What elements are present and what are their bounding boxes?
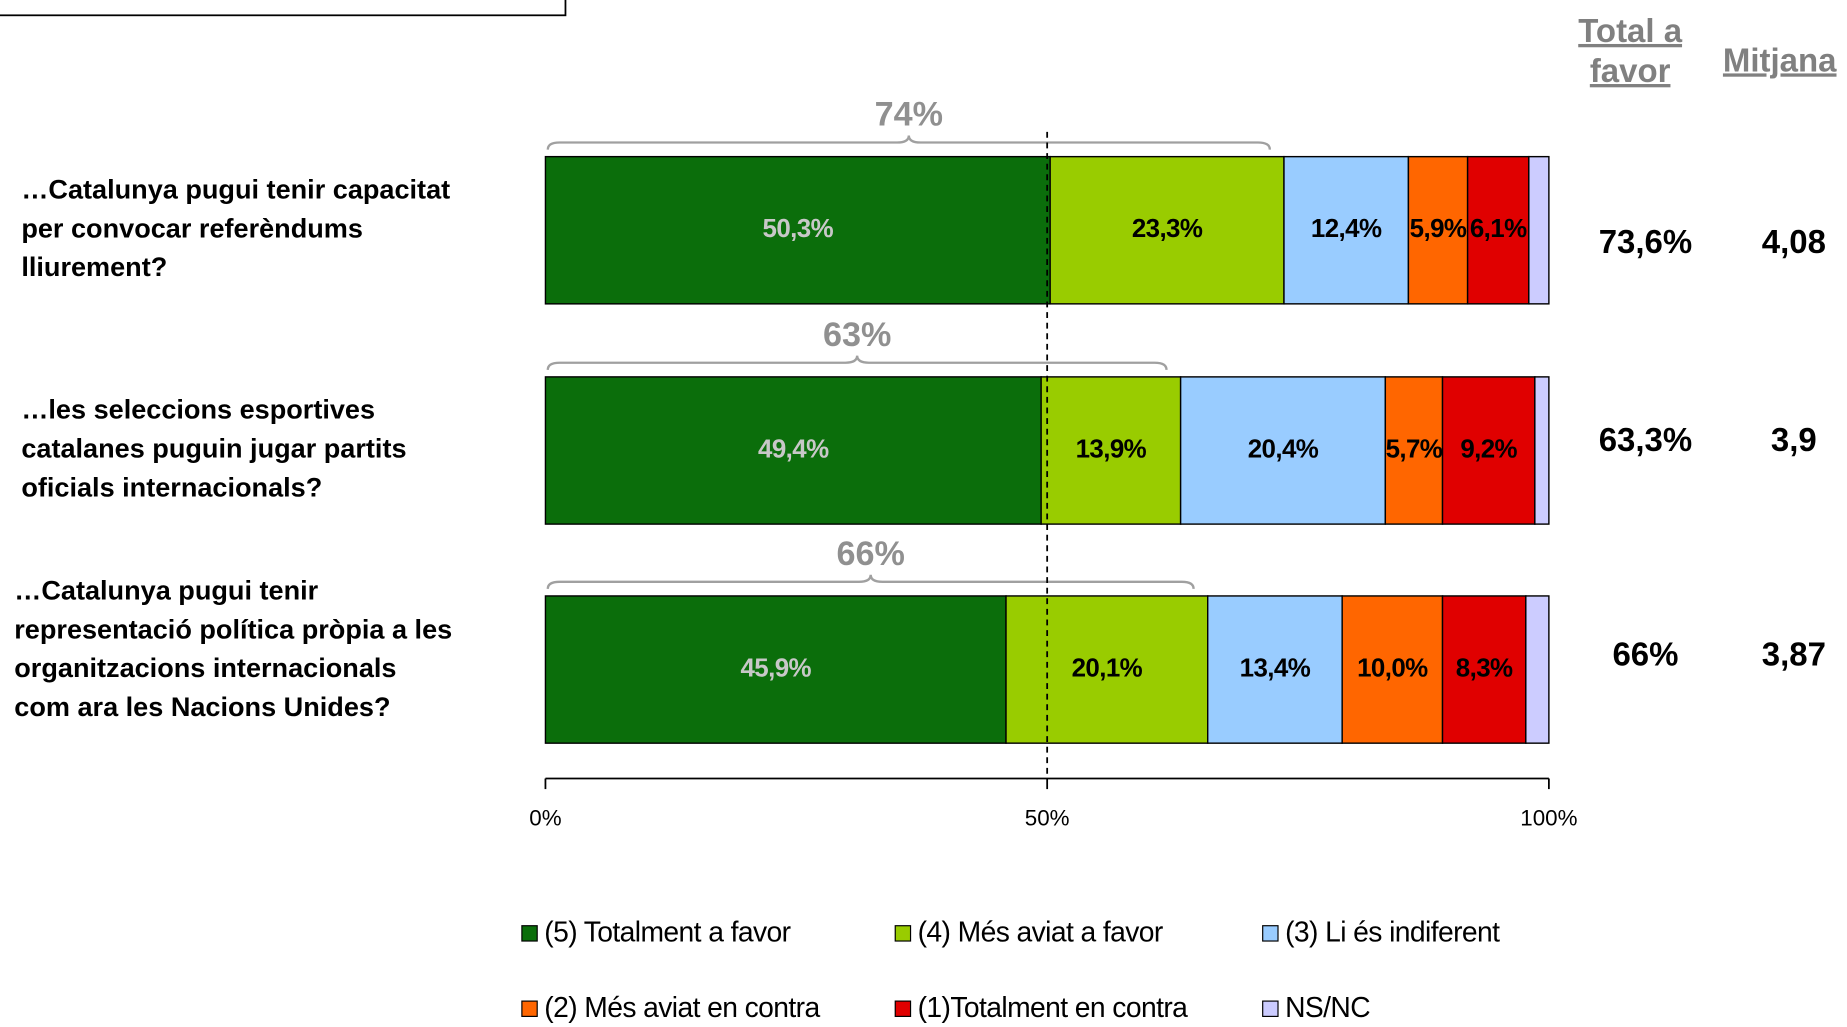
column-header: Total a favor bbox=[1578, 12, 1682, 89]
legend-swatch bbox=[1262, 925, 1279, 942]
bar-value-label: 13,4% bbox=[1240, 654, 1311, 682]
bracket bbox=[546, 355, 1168, 370]
column-value: 4,08 bbox=[1762, 223, 1826, 260]
legend-swatch bbox=[894, 1000, 912, 1017]
legend-label: (2) Més aviat en contra bbox=[544, 991, 820, 1023]
legend-label: (1)Totalment en contra bbox=[918, 991, 1189, 1023]
bracket-label: 66% bbox=[837, 535, 905, 573]
bar-value-label: 5,9% bbox=[1410, 215, 1467, 243]
legend-label: (3) Li és indiferent bbox=[1285, 915, 1500, 947]
bar-value-label: 5,7% bbox=[1386, 435, 1443, 463]
bar-segment bbox=[1040, 376, 1182, 525]
x-tick-label: 50% bbox=[1025, 806, 1070, 831]
bar-value-label: 9,2% bbox=[1460, 435, 1517, 463]
bar-segment bbox=[1207, 595, 1343, 744]
legend-swatch bbox=[1262, 1000, 1279, 1017]
bar-value-label: 13,9% bbox=[1076, 435, 1147, 463]
legend-label: (5) Totalment a favor bbox=[544, 915, 790, 947]
bar-segment bbox=[1179, 376, 1387, 525]
bar-value-label: 6,1% bbox=[1470, 215, 1527, 243]
legend-swatch bbox=[894, 925, 912, 942]
bar-segment bbox=[1534, 376, 1550, 525]
bar-segment bbox=[1525, 595, 1550, 744]
category-label: …Catalunya pugui tenir capacitat per conv… bbox=[21, 174, 450, 283]
legend-label: (4) Més aviat a favor bbox=[918, 915, 1163, 947]
bar-value-label: 20,4% bbox=[1248, 435, 1319, 463]
bar-segment bbox=[1528, 155, 1550, 305]
bar-segment bbox=[1341, 595, 1444, 744]
bar-segment bbox=[1049, 155, 1285, 305]
column-header: Mitjana bbox=[1723, 41, 1837, 78]
bar-segment bbox=[1384, 376, 1444, 525]
bar-segment bbox=[1466, 155, 1530, 305]
bar-value-label: 10,0% bbox=[1357, 654, 1428, 682]
bar-value-label: 23,3% bbox=[1132, 215, 1203, 243]
bracket bbox=[546, 135, 1272, 150]
bar-segment bbox=[544, 155, 1051, 305]
bracket bbox=[546, 574, 1195, 589]
column-value: 66% bbox=[1612, 635, 1678, 672]
column-value: 3,9 bbox=[1771, 421, 1817, 458]
bar-value-label: 49,4% bbox=[758, 435, 829, 463]
bracket-label: 74% bbox=[875, 96, 943, 134]
bar-segment bbox=[1441, 376, 1536, 525]
legend-label: NS/NC bbox=[1285, 991, 1370, 1023]
bar-segment bbox=[1283, 155, 1410, 305]
bar-value-label: 20,1% bbox=[1072, 654, 1143, 682]
bar-segment bbox=[544, 376, 1042, 525]
bar-value-label: 8,3% bbox=[1456, 654, 1513, 682]
legend-swatch bbox=[521, 1000, 538, 1017]
column-value: 63,3% bbox=[1599, 421, 1692, 458]
column-value: 73,6% bbox=[1599, 223, 1692, 260]
bar-value-label: 45,9% bbox=[740, 654, 811, 682]
column-value: 3,87 bbox=[1762, 635, 1826, 672]
bar-value-label: 12,4% bbox=[1311, 215, 1382, 243]
x-tick-label: 0% bbox=[529, 806, 561, 831]
x-tick-label: 100% bbox=[1520, 806, 1577, 831]
legend-swatch bbox=[521, 925, 538, 942]
category-label: …les seleccions esportives catalanes pugu… bbox=[21, 394, 406, 503]
header-box bbox=[0, 0, 567, 17]
bracket-label: 63% bbox=[823, 316, 891, 354]
bar-segment bbox=[1005, 595, 1209, 744]
bar-value-label: 50,3% bbox=[763, 215, 834, 243]
category-label: …Catalunya pugui tenir representació polí… bbox=[14, 575, 452, 723]
